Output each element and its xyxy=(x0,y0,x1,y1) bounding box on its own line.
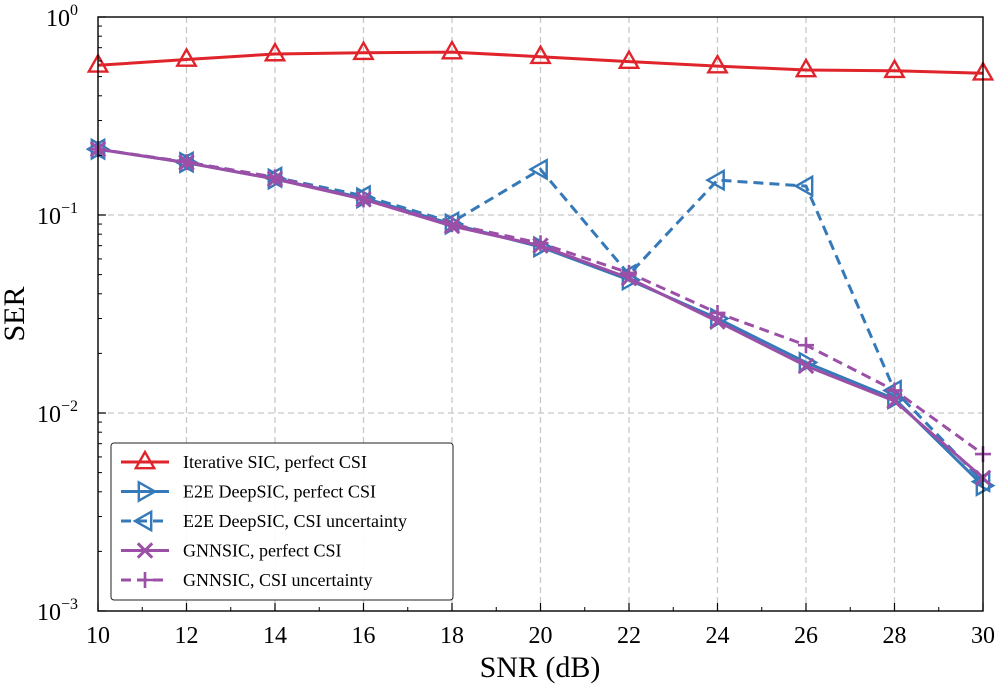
marker-triangle-left xyxy=(705,168,725,192)
y-tick-label: 10−3 xyxy=(37,596,78,626)
legend-label: E2E DeepSIC, perfect CSI xyxy=(183,482,376,502)
marker-triangle-up xyxy=(440,39,464,60)
marker-triangle-up xyxy=(352,40,375,61)
series-5 xyxy=(90,141,991,463)
marker-plus xyxy=(798,337,814,354)
series-layer xyxy=(85,39,996,497)
marker-triangle-up xyxy=(175,47,198,67)
legend-item: E2E DeepSIC, CSI uncertainty xyxy=(121,509,407,533)
marker-x xyxy=(886,392,903,410)
marker-plus xyxy=(355,191,372,208)
marker-x xyxy=(709,313,726,330)
marker-triangle-up xyxy=(794,57,818,78)
legend-label: E2E DeepSIC, CSI uncertainty xyxy=(183,511,407,531)
y-tick-label: 10−2 xyxy=(37,398,78,428)
marker-plus xyxy=(137,572,153,588)
marker-triangle-up xyxy=(133,449,157,470)
series-line xyxy=(97,50,984,75)
x-tick-label: 12 xyxy=(175,623,199,649)
marker-x xyxy=(797,357,815,375)
marker-triangle-up xyxy=(883,58,906,79)
marker-plus xyxy=(444,216,460,233)
series-2 xyxy=(90,137,996,497)
series-4 xyxy=(89,140,992,487)
axis-ticks: 10 12 14 16 18 20 22 24 26 28 30 100 10−1 10−2 10−3 xyxy=(37,2,995,649)
legend: Iterative SIC, perfect CSI E2E DeepSIC, p… xyxy=(110,442,454,601)
marker-x xyxy=(136,542,154,559)
x-tick-label: 22 xyxy=(617,623,641,649)
marker-triangle-up xyxy=(706,53,729,74)
legend-item: Iterative SIC, perfect CSI xyxy=(121,449,367,472)
x-tick-label: 18 xyxy=(440,623,464,649)
x-axis-label: SNR (dB) xyxy=(480,651,601,684)
x-tick-label: 14 xyxy=(263,623,287,649)
x-tick-label: 28 xyxy=(883,623,907,649)
x-tick-label: 10 xyxy=(86,623,110,649)
marker-plus xyxy=(709,304,726,321)
y-tick-label: 10−1 xyxy=(37,200,78,230)
legend-box xyxy=(110,442,454,601)
marker-triangle-up xyxy=(529,44,552,65)
legend-label: GNNSIC, perfect CSI xyxy=(183,541,341,561)
x-tick-label: 26 xyxy=(794,623,818,649)
marker-triangle-up xyxy=(617,49,641,70)
marker-triangle-left xyxy=(528,158,548,181)
marker-plus xyxy=(532,235,549,252)
marker-plus xyxy=(267,169,283,186)
marker-triangle-right xyxy=(137,480,158,503)
series-3 xyxy=(85,137,991,493)
x-tick-label: 30 xyxy=(971,623,995,649)
y-tick-label: 100 xyxy=(46,2,78,32)
x-tick-label: 16 xyxy=(352,623,376,649)
y-axis-label: SER xyxy=(0,286,31,341)
marker-triangle-up xyxy=(263,41,287,62)
x-tick-label: 20 xyxy=(529,623,553,649)
marker-plus xyxy=(178,154,195,171)
legend-label: Iterative SIC, perfect CSI xyxy=(183,452,367,472)
marker-triangle-left xyxy=(793,174,814,198)
marker-plus xyxy=(621,264,637,281)
legend-item: GNNSIC, CSI uncertainty xyxy=(121,570,372,590)
marker-triangle-left xyxy=(132,509,153,533)
legend-item: GNNSIC, perfect CSI xyxy=(121,541,341,561)
x-tick-label: 24 xyxy=(706,623,730,649)
legend-label: GNNSIC, CSI uncertainty xyxy=(183,570,372,590)
legend-item: E2E DeepSIC, perfect CSI xyxy=(121,480,376,503)
marker-plus xyxy=(886,382,903,399)
